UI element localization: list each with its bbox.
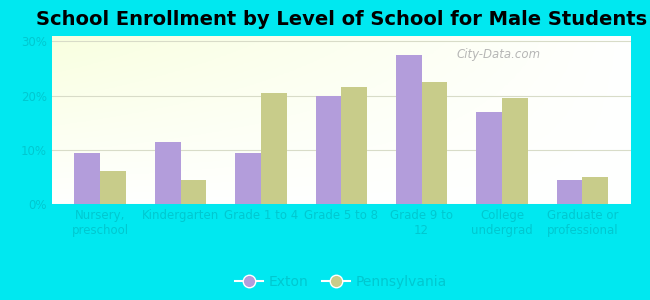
Bar <box>341 88 367 204</box>
Bar <box>261 93 287 204</box>
Bar <box>556 180 582 204</box>
Bar <box>315 96 341 204</box>
Bar <box>181 180 206 204</box>
Bar <box>155 142 181 204</box>
Text: City-Data.com: City-Data.com <box>457 48 541 61</box>
Bar <box>502 98 528 204</box>
Bar <box>582 177 608 204</box>
Bar <box>75 152 100 204</box>
Bar <box>100 172 126 204</box>
Legend: Exton, Pennsylvania: Exton, Pennsylvania <box>230 269 452 295</box>
Bar <box>422 82 447 204</box>
Bar <box>476 112 502 204</box>
Title: School Enrollment by Level of School for Male Students: School Enrollment by Level of School for… <box>36 10 647 29</box>
Bar <box>396 55 422 204</box>
Bar <box>235 152 261 204</box>
